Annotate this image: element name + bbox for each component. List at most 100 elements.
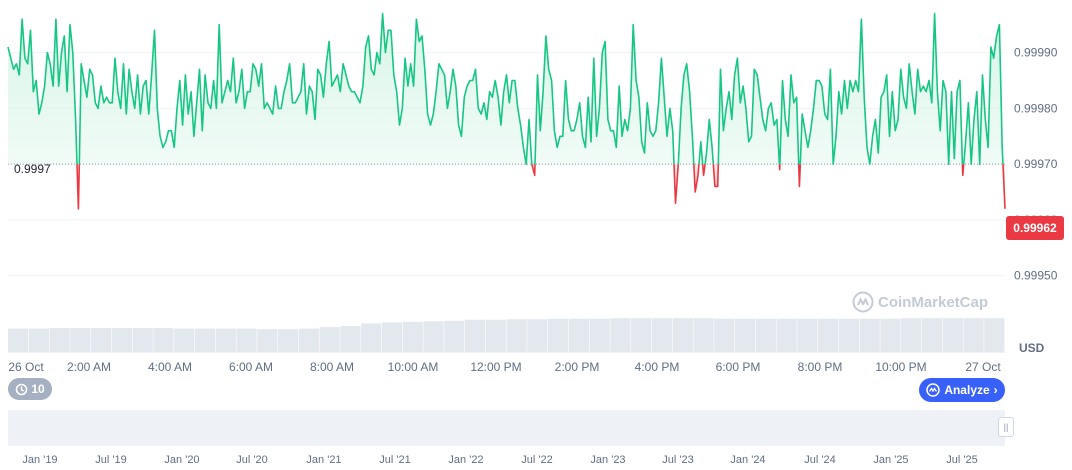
- volume-bar: [776, 318, 797, 352]
- line-segment-up: [799, 12, 964, 165]
- volume-bar: [215, 328, 236, 352]
- overview-tick-label: Jan '21: [306, 454, 341, 466]
- volume-bar: [568, 318, 589, 352]
- overview-tick-label: Jul '24: [804, 454, 835, 466]
- volume-bar: [340, 326, 361, 352]
- overview-tick-label: Jan '19: [22, 454, 57, 466]
- volume-bar: [485, 319, 506, 352]
- volume-bar: [651, 318, 673, 352]
- overview-tick-label: Jan '23: [590, 454, 625, 466]
- volume-bar: [901, 318, 922, 352]
- volume-bar: [818, 318, 839, 352]
- x-tick-label: 10:00 PM: [875, 360, 926, 374]
- overview-navigator[interactable]: [8, 410, 1005, 446]
- analyze-label: Analyze: [944, 383, 990, 397]
- volume-bar: [319, 327, 340, 352]
- volume-bar: [423, 321, 444, 352]
- history-icon: [16, 383, 28, 395]
- price-line: [7, 12, 1006, 210]
- volume-bar: [194, 328, 216, 352]
- chevron-right-icon: ›: [993, 383, 998, 397]
- line-segment-down: [778, 164, 781, 171]
- x-axis-ticks: 26 Oct 2:00 AM 4:00 AM 6:00 AM 8:00 AM 10:00 …: [8, 360, 1001, 374]
- overview-x-ticks: Jan '19 Jul '19 Jan '20 Jul '20 Jan '21 Jul '…: [22, 454, 977, 466]
- line-segment-down: [76, 164, 81, 210]
- currency-label: USD: [1019, 341, 1045, 355]
- overview-tick-label: Jul '21: [379, 454, 410, 466]
- volume-bar: [49, 328, 70, 352]
- volume-bar: [714, 318, 735, 352]
- volume-bar: [464, 319, 486, 352]
- volume-bar: [734, 318, 756, 352]
- volume-bar: [921, 318, 943, 352]
- line-segment-down: [673, 164, 680, 204]
- area-above-baseline: [800, 13, 963, 165]
- volume-bar: [984, 318, 1005, 352]
- overview-tick-label: Jul '23: [662, 454, 693, 466]
- line-segment-up: [717, 57, 781, 165]
- overview-tick-label: Jan '20: [164, 454, 199, 466]
- volume-bar: [8, 328, 29, 352]
- volume-bar: [942, 318, 963, 352]
- line-segment-up: [704, 118, 715, 165]
- x-tick-label: 4:00 AM: [148, 360, 192, 374]
- x-tick-label: 6:00 AM: [229, 360, 273, 374]
- volume-bar: [797, 318, 818, 352]
- overview-tick-label: Jul '22: [521, 454, 552, 466]
- watermark-text: CoinMarketCap: [878, 293, 989, 311]
- volume-bar: [257, 329, 278, 352]
- volume-bar: [91, 328, 112, 352]
- volume-bar: [402, 321, 423, 352]
- area-above-baseline: [535, 24, 674, 165]
- y-tick-label: 0.99950: [1014, 269, 1058, 283]
- volume-bar: [70, 328, 91, 352]
- line-segment-up: [698, 141, 704, 165]
- volume-bar: [548, 318, 569, 352]
- overview-tick-label: Jul '25: [946, 454, 977, 466]
- baseline-label: 0.9997: [14, 162, 51, 176]
- line-segment-down: [701, 164, 706, 177]
- line-segment-down: [693, 164, 700, 193]
- volume-bar: [236, 328, 257, 352]
- volume-bar: [672, 318, 693, 352]
- history-button[interactable]: 10: [8, 378, 52, 400]
- coinmarketcap-watermark: CoinMarketCap: [852, 291, 988, 313]
- x-tick-label: 8:00 AM: [310, 360, 354, 374]
- area-above-baseline: [79, 13, 532, 165]
- volume-bar: [838, 318, 860, 352]
- x-tick-label: 10:00 AM: [388, 360, 439, 374]
- volume-bar: [153, 328, 174, 352]
- x-tick-label: 4:00 PM: [635, 360, 680, 374]
- analyze-button[interactable]: Analyze ›: [919, 378, 1005, 402]
- volume-bar: [132, 328, 153, 352]
- line-segment-down: [712, 164, 720, 188]
- cmc-logo-icon: [852, 291, 874, 313]
- volume-bar: [755, 318, 776, 352]
- volume-bar: [963, 318, 984, 352]
- volume-bar: [880, 318, 901, 352]
- x-tick-label: 26 Oct: [8, 360, 44, 374]
- volume-bar: [381, 322, 403, 352]
- volume-bar: [859, 318, 880, 352]
- history-count: 10: [31, 382, 45, 396]
- overview-tick-label: Jan '22: [448, 454, 483, 466]
- volume-bar: [506, 319, 527, 352]
- volume-bar: [28, 328, 49, 352]
- x-tick-label: 12:00 PM: [470, 360, 521, 374]
- x-tick-label: 2:00 PM: [555, 360, 600, 374]
- area-above-baseline: [678, 63, 694, 165]
- volume-bar: [610, 318, 631, 352]
- volume-bar: [527, 319, 548, 352]
- line-segment-up: [7, 18, 78, 165]
- y-tick-label: 0.99980: [1014, 101, 1058, 115]
- navigator-handle[interactable]: ||: [998, 417, 1014, 437]
- overview-tick-label: Jan '24: [730, 454, 765, 466]
- area-above-baseline: [718, 58, 780, 165]
- volume-bar: [444, 320, 465, 352]
- volume-bars: [8, 318, 1005, 352]
- volume-bar: [631, 318, 652, 352]
- x-tick-label: 27 Oct: [965, 360, 1001, 374]
- analyze-icon: [926, 383, 941, 397]
